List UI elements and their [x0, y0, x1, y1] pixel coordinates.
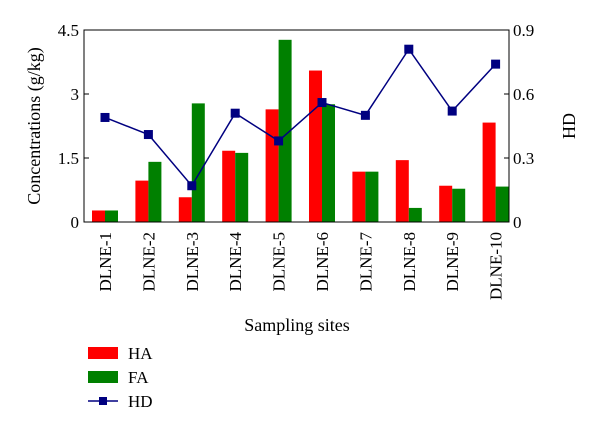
y2-tick-label: 0 — [513, 213, 522, 232]
y-tick-label: 4.5 — [58, 21, 79, 40]
x-tick-label: DLNE-1 — [96, 232, 115, 291]
bar-fa — [408, 207, 422, 222]
plot-frame — [83, 29, 510, 223]
bar-ha — [439, 185, 453, 222]
bar-ha — [222, 150, 236, 222]
bar-fa — [452, 188, 466, 222]
x-tick-label: DLNE-6 — [313, 232, 332, 291]
marker-hd — [230, 108, 240, 118]
x-tick-label: DLNE-7 — [356, 232, 375, 292]
x-tick-label: DLNE-10 — [487, 232, 506, 300]
bar-fa — [148, 161, 162, 222]
bar-ha — [395, 160, 409, 222]
x-axis-tick-labels: DLNE-1 DLNE-2 DLNE-3 DLNE-4 DLNE-5 DLNE-6 DLNE… — [96, 232, 506, 300]
bar-ha — [265, 109, 279, 222]
y-tick-label: 1.5 — [58, 149, 79, 168]
y-tick-label: 0 — [71, 213, 80, 232]
y2-tick-label: 0.6 — [513, 85, 534, 104]
bar-fa — [322, 104, 335, 222]
line-hd — [104, 47, 497, 188]
bar-fa — [495, 186, 509, 222]
marker-hd — [143, 130, 153, 140]
marker-hd — [491, 59, 501, 69]
marker-hd — [447, 106, 457, 116]
bars-layer — [92, 39, 509, 223]
legend: HA FA HD — [88, 344, 153, 411]
bar-ha — [352, 171, 366, 222]
y-axis-tick-labels: 0 1.5 3 4.5 — [58, 21, 79, 232]
legend-label: HD — [128, 392, 153, 411]
x-tick-label: DLNE-9 — [443, 232, 462, 291]
y-axis-title: Concentrations (g/kg) — [24, 47, 45, 204]
marker-hd — [187, 181, 197, 191]
x-tick-label: DLNE-8 — [400, 232, 419, 291]
marker-hd — [404, 44, 414, 54]
x-tick-label: DLNE-4 — [226, 232, 245, 292]
y2-tick-label: 0.3 — [513, 149, 534, 168]
bar-ha — [309, 70, 322, 223]
x-axis-title: Sampling sites — [244, 315, 350, 335]
x-tick-label: DLNE-5 — [270, 232, 289, 291]
bar-fa — [105, 210, 118, 222]
y2-tick-label: 0.9 — [513, 21, 534, 40]
x-tick-label: DLNE-3 — [183, 232, 202, 291]
legend-item-ha: HA — [88, 344, 153, 363]
marker-hd — [317, 98, 327, 108]
y2-axis-title: HD — [559, 113, 579, 139]
legend-item-fa: FA — [88, 368, 149, 387]
bar-fa — [191, 103, 205, 222]
tick-marks — [84, 29, 509, 223]
legend-swatch — [88, 371, 118, 383]
y2-axis-tick-labels: 0 0.3 0.6 0.9 — [513, 21, 534, 232]
legend-swatch — [88, 347, 118, 359]
marker-hd — [360, 110, 370, 120]
plot-area — [83, 29, 510, 223]
marker-hd — [100, 112, 110, 122]
legend-label: HA — [128, 344, 153, 363]
marker-hd — [274, 136, 284, 146]
legend-marker — [99, 397, 107, 405]
legend-label: FA — [128, 368, 149, 387]
bar-fa — [278, 39, 292, 223]
bar-fa — [235, 152, 249, 222]
x-tick-label: DLNE-2 — [139, 232, 158, 291]
bar-ha — [135, 180, 149, 222]
y-tick-label: 3 — [71, 85, 80, 104]
legend-item-hd: HD — [88, 392, 153, 411]
bar-fa — [365, 171, 379, 222]
bar-ha — [178, 197, 192, 222]
bar-ha — [92, 210, 105, 222]
hd-line-layer — [100, 44, 501, 191]
bar-ha — [482, 122, 496, 222]
